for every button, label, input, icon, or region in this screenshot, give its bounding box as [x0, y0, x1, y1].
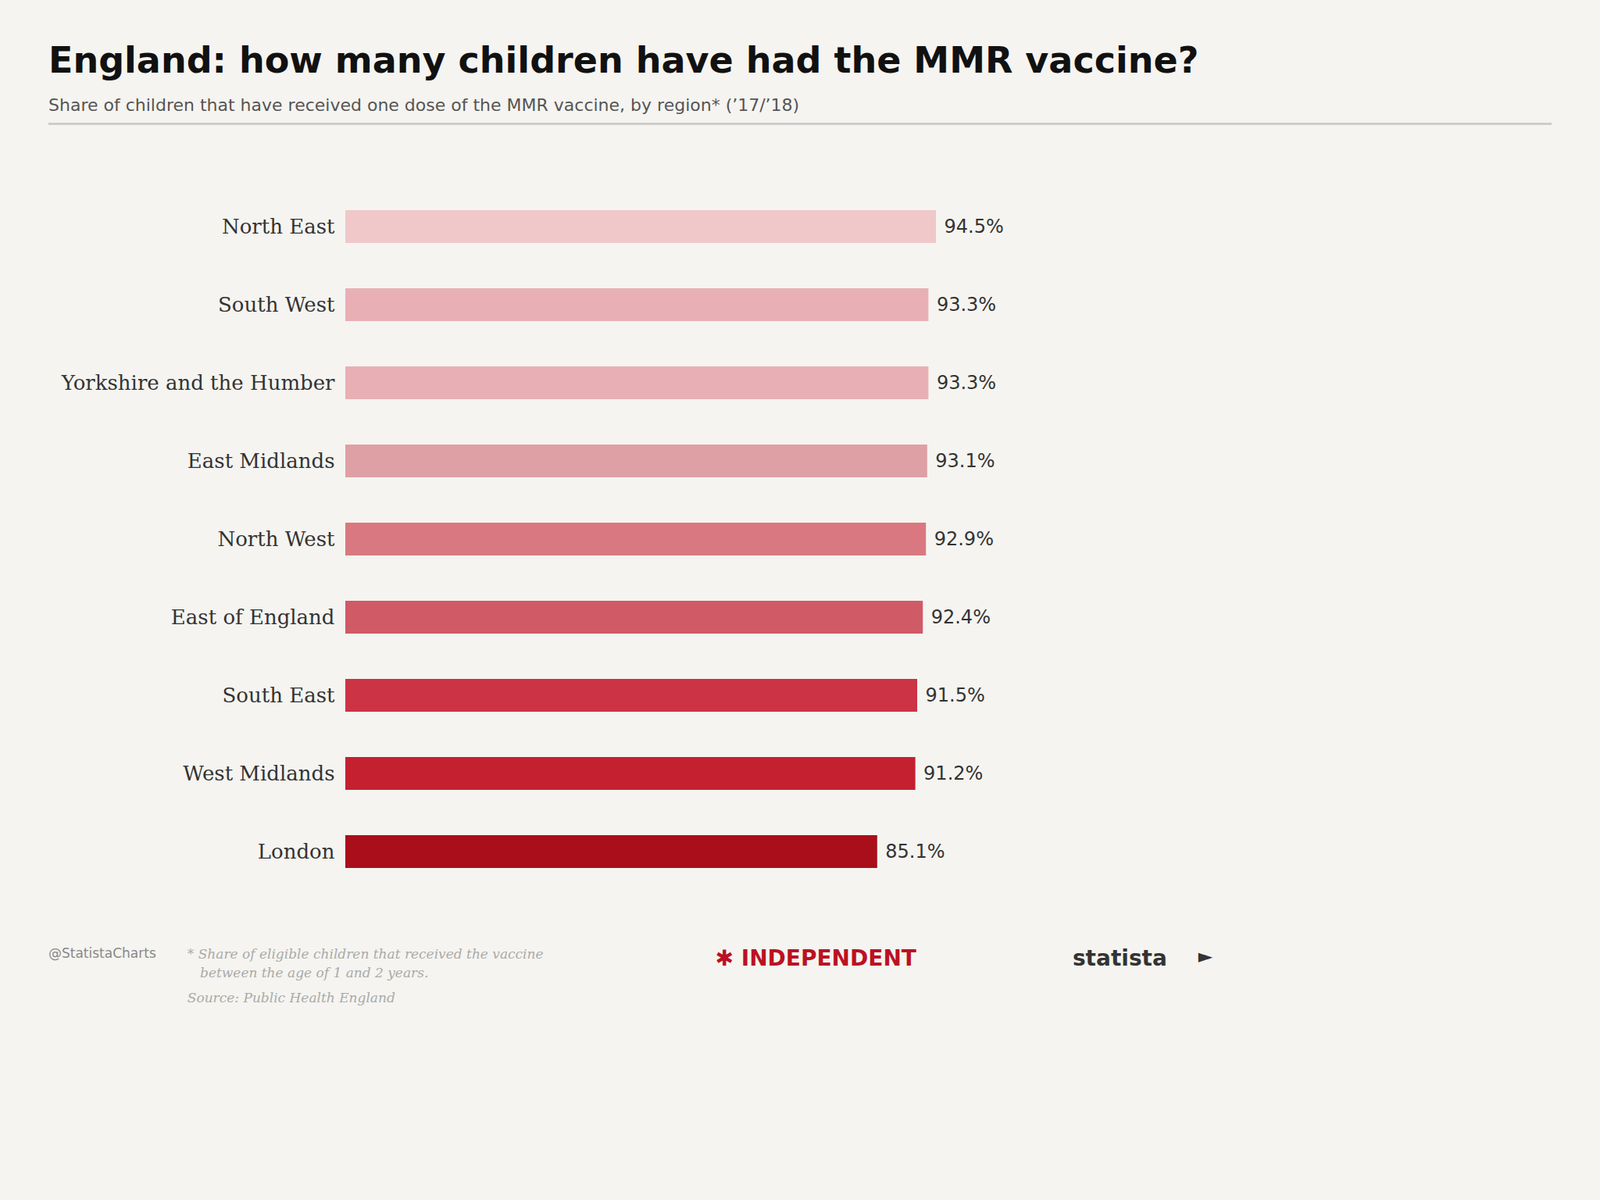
html-text:statista: statista [1072, 945, 1168, 972]
svg-text:91.5%: 91.5% [925, 684, 986, 707]
svg-text:London: London [257, 839, 336, 864]
html-text:Share of children that have re: Share of children that have received one… [48, 95, 800, 115]
html-text:✱ INDEPENDENT: ✱ INDEPENDENT [715, 945, 917, 972]
html-text:Source: Public Health England: Source: Public Health England [187, 989, 396, 1006]
svg-text:93.1%: 93.1% [935, 450, 995, 472]
svg-text:East Midlands: East Midlands [187, 449, 336, 473]
html-text:@StatistaCharts: @StatistaCharts [48, 945, 157, 961]
svg-text:Yorkshire and the Humber: Yorkshire and the Humber [60, 371, 336, 395]
svg-text:North East: North East [221, 214, 336, 239]
svg-text:South West: South West [217, 292, 336, 317]
svg-text:West Midlands: West Midlands [182, 761, 335, 786]
html-text:* Share of eligible children t: * Share of eligible children that receiv… [187, 946, 544, 981]
svg-text:92.4%: 92.4% [931, 606, 991, 629]
html-text:England: how many children hav: England: how many children have had the … [48, 39, 1199, 82]
svg-text:93.3%: 93.3% [936, 371, 997, 394]
svg-text:91.2%: 91.2% [923, 762, 983, 785]
svg-text:94.5%: 94.5% [944, 215, 1004, 238]
svg-text:85.1%: 85.1% [885, 840, 945, 863]
svg-text:East of England: East of England [171, 605, 336, 629]
svg-text:92.9%: 92.9% [934, 528, 994, 550]
svg-text:North West: North West [217, 527, 336, 551]
svg-text:South East: South East [222, 683, 336, 708]
svg-text:93.3%: 93.3% [936, 293, 997, 316]
